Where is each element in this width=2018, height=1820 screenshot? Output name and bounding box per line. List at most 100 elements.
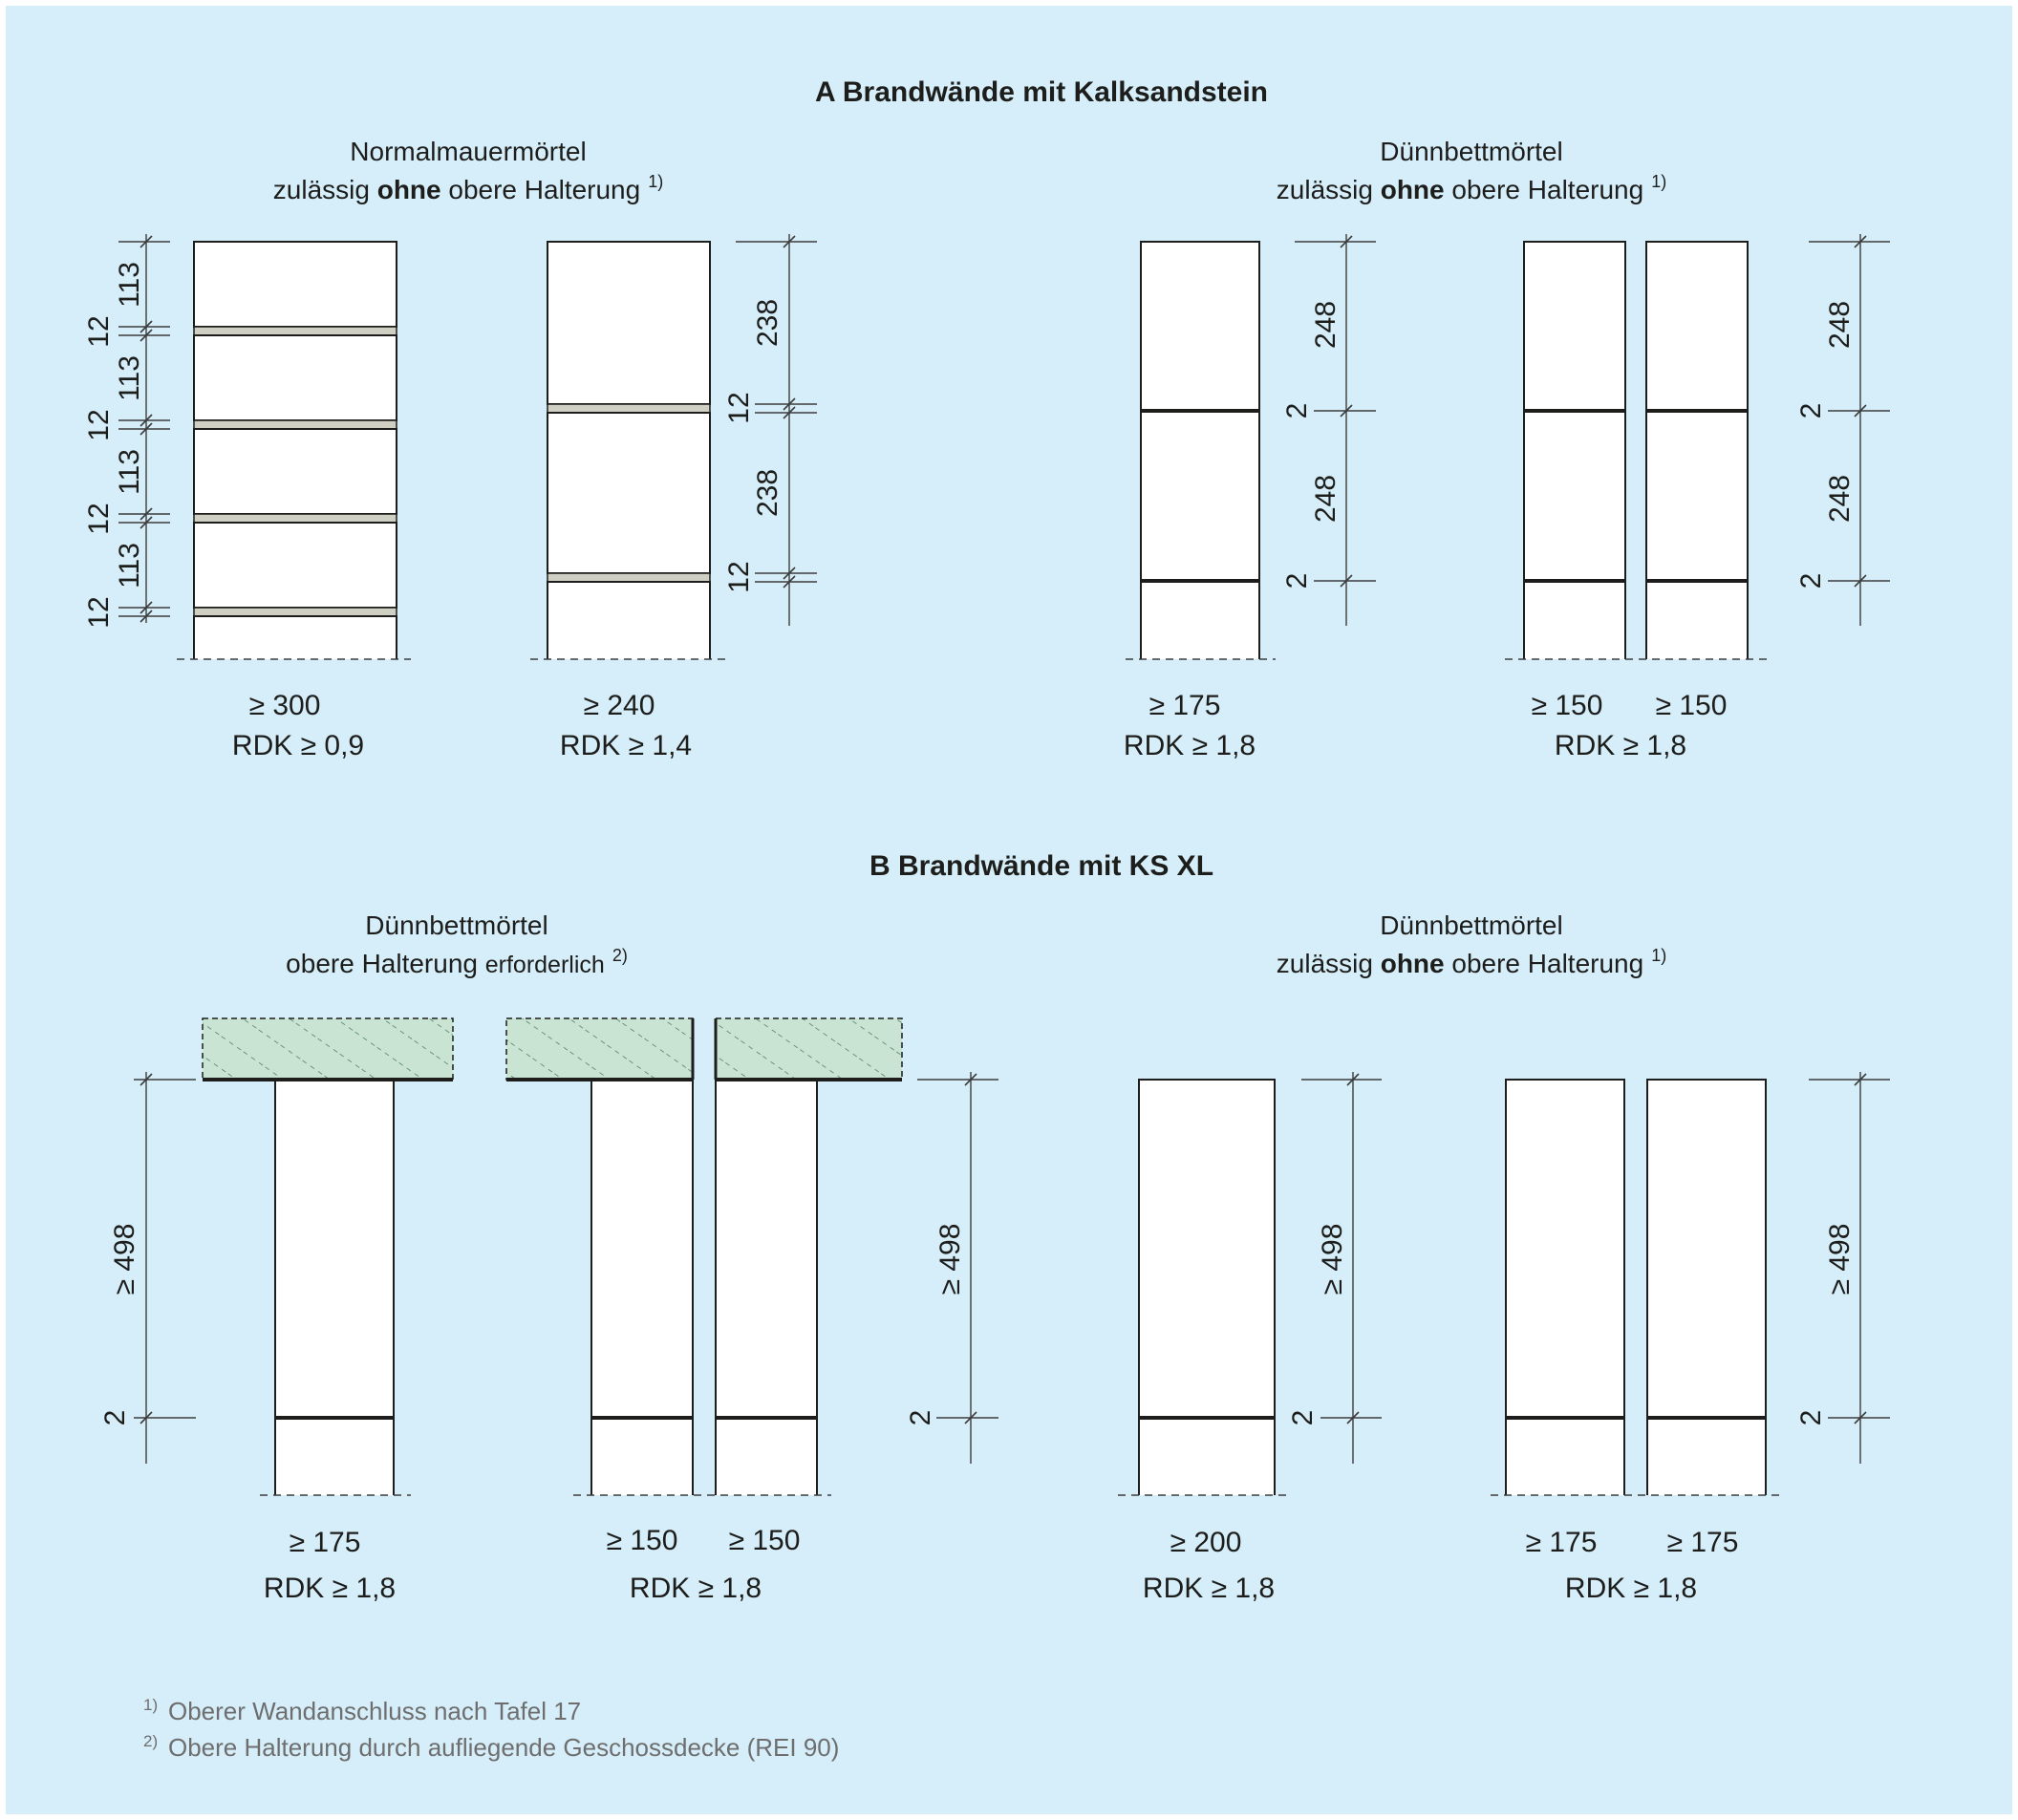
brick <box>547 241 711 405</box>
section-b-left-heading-2: obere Halterung erforderlich 2) <box>286 946 628 978</box>
mortar-joint <box>193 419 397 430</box>
wall-1-thickness: ≥ 300 <box>249 690 321 721</box>
section-b-title: B Brandwände mit KS XL <box>869 850 1213 882</box>
heading-text: obere Halterung <box>286 949 485 978</box>
dimension-tick <box>783 397 796 411</box>
dim-joint: 12 <box>83 596 115 628</box>
brick <box>590 1417 694 1495</box>
brick <box>193 334 397 421</box>
brick <box>1646 1417 1767 1495</box>
wall-6-thickness-left: ≥ 150 <box>607 1525 678 1556</box>
dimension-tick <box>1340 574 1353 588</box>
brick <box>1523 580 1626 659</box>
brick <box>1645 410 1749 582</box>
dimension-tick <box>783 575 796 589</box>
brick <box>1138 1079 1276 1419</box>
section-b-right-heading-1: Dünnbettmörtel <box>1380 910 1562 940</box>
brick <box>1523 241 1626 412</box>
heading-text: zulässig <box>1277 949 1381 978</box>
floor-slab <box>715 1017 903 1081</box>
dimension-tick <box>964 1073 977 1086</box>
brick <box>1140 241 1260 412</box>
dim-joint: 2 <box>1281 573 1313 589</box>
brick <box>1646 1079 1767 1419</box>
dimension-tick <box>140 601 153 614</box>
brick <box>1138 1417 1276 1495</box>
dim-joint: 2 <box>1795 403 1827 419</box>
wall-2-dimensions: 238 238 12 12 <box>723 234 817 626</box>
dimension-tick <box>1340 235 1353 248</box>
brick <box>1505 1079 1625 1419</box>
dim-joint: 2 <box>1287 1410 1319 1426</box>
wall-5 <box>202 1017 454 1496</box>
heading-text: zulässig <box>273 175 377 204</box>
mortar-joint <box>193 607 397 617</box>
footnote-ref: 1) <box>648 172 663 191</box>
dim-brick-height: 113 <box>114 449 145 495</box>
footnote-ref: 1) <box>1651 172 1666 191</box>
heading-text: zulässig <box>1277 175 1381 204</box>
wall-8-dimensions: ≥ 498 2 <box>1795 1072 1890 1464</box>
dimension-tick <box>1854 1411 1867 1424</box>
heading-small-text: erforderlich <box>485 952 605 978</box>
footnote-ref: 2) <box>612 946 628 965</box>
section-b-right-heading-2: zulässig ohne obere Halterung 1) <box>1277 946 1666 978</box>
dimension-tick <box>1346 1411 1360 1424</box>
section-a-title: A Brandwände mit Kalksandstein <box>815 76 1268 108</box>
dimension-tick <box>140 1411 153 1424</box>
mortar-joint <box>193 326 397 336</box>
dimension-tick <box>140 507 153 521</box>
heading-text: obere Halterung <box>1445 949 1644 978</box>
brick <box>1505 1417 1625 1495</box>
wall-3-rdk: RDK ≥ 1,8 <box>1124 730 1256 761</box>
dimension-tick <box>140 235 153 248</box>
dimension-tick <box>1854 235 1867 248</box>
section-a-left-heading-2: zulässig ohne obere Halterung 1) <box>273 172 663 204</box>
dim-joint: 2 <box>1795 573 1827 589</box>
brick <box>1645 580 1749 659</box>
dimension-tick <box>140 610 153 623</box>
dim-joint: 12 <box>83 409 115 440</box>
dim-brick-height: 238 <box>752 299 784 347</box>
dimension-tick <box>1340 404 1353 418</box>
dimension-tick <box>140 320 153 333</box>
wall-8-thickness-right: ≥ 175 <box>1667 1527 1739 1558</box>
footnote-2-text: Obere Halterung durch aufliegende Gescho… <box>168 1733 839 1762</box>
dim-joint: 12 <box>83 503 115 534</box>
dimension-tick <box>140 422 153 436</box>
dimension-tick <box>1854 1073 1867 1086</box>
wall-4-dimensions: 248 248 2 2 <box>1795 234 1890 626</box>
brick <box>1140 580 1260 659</box>
dim-brick-height: 238 <box>752 469 784 517</box>
dim-height: ≥ 498 <box>934 1224 966 1295</box>
wall-1 <box>177 241 411 660</box>
dim-height: ≥ 498 <box>1824 1224 1856 1295</box>
dim-joint: 2 <box>905 1410 936 1426</box>
brick <box>193 428 397 515</box>
brick <box>715 1080 818 1419</box>
heading-bold-text: ohne <box>1381 949 1445 978</box>
wall-1-dimensions: 113 113 113 113 12 12 12 12 <box>83 234 170 629</box>
dim-joint: 2 <box>99 1410 131 1426</box>
wall-7-rdk: RDK ≥ 1,8 <box>1143 1573 1275 1604</box>
dim-brick-height: 113 <box>114 355 145 401</box>
dimension-tick <box>140 1073 153 1086</box>
wall-6-rdk: RDK ≥ 1,8 <box>630 1573 762 1604</box>
wall-7-thickness: ≥ 200 <box>1170 1527 1242 1558</box>
wall-4-thickness-left: ≥ 150 <box>1532 690 1603 721</box>
wall-7-dimensions: ≥ 498 2 <box>1287 1072 1382 1464</box>
dim-height: ≥ 498 <box>1317 1224 1348 1295</box>
wall-8-rdk: RDK ≥ 1,8 <box>1565 1573 1697 1604</box>
heading-bold-text: ohne <box>1381 175 1445 204</box>
wall-6-thickness-right: ≥ 150 <box>729 1525 801 1556</box>
dimension-tick <box>1854 574 1867 588</box>
dimension-tick <box>140 329 153 342</box>
footnote-1-mark: 1) <box>143 1696 158 1714</box>
mortar-joint <box>547 403 711 414</box>
wall-6 <box>505 1017 903 1496</box>
wall-3-dimensions: 248 248 2 2 <box>1281 234 1376 626</box>
wall-4 <box>1505 241 1768 660</box>
dimension-tick <box>140 414 153 427</box>
